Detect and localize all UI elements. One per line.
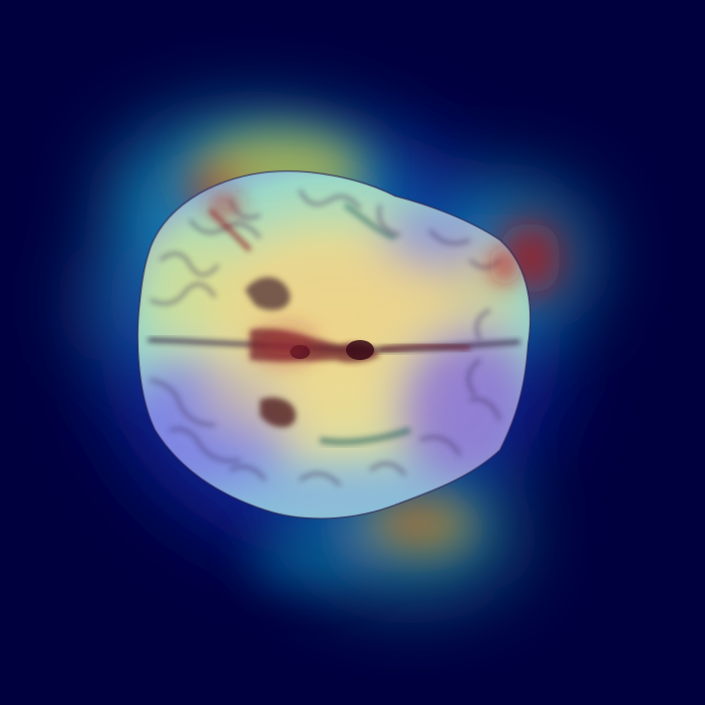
brain-outline <box>136 170 532 520</box>
